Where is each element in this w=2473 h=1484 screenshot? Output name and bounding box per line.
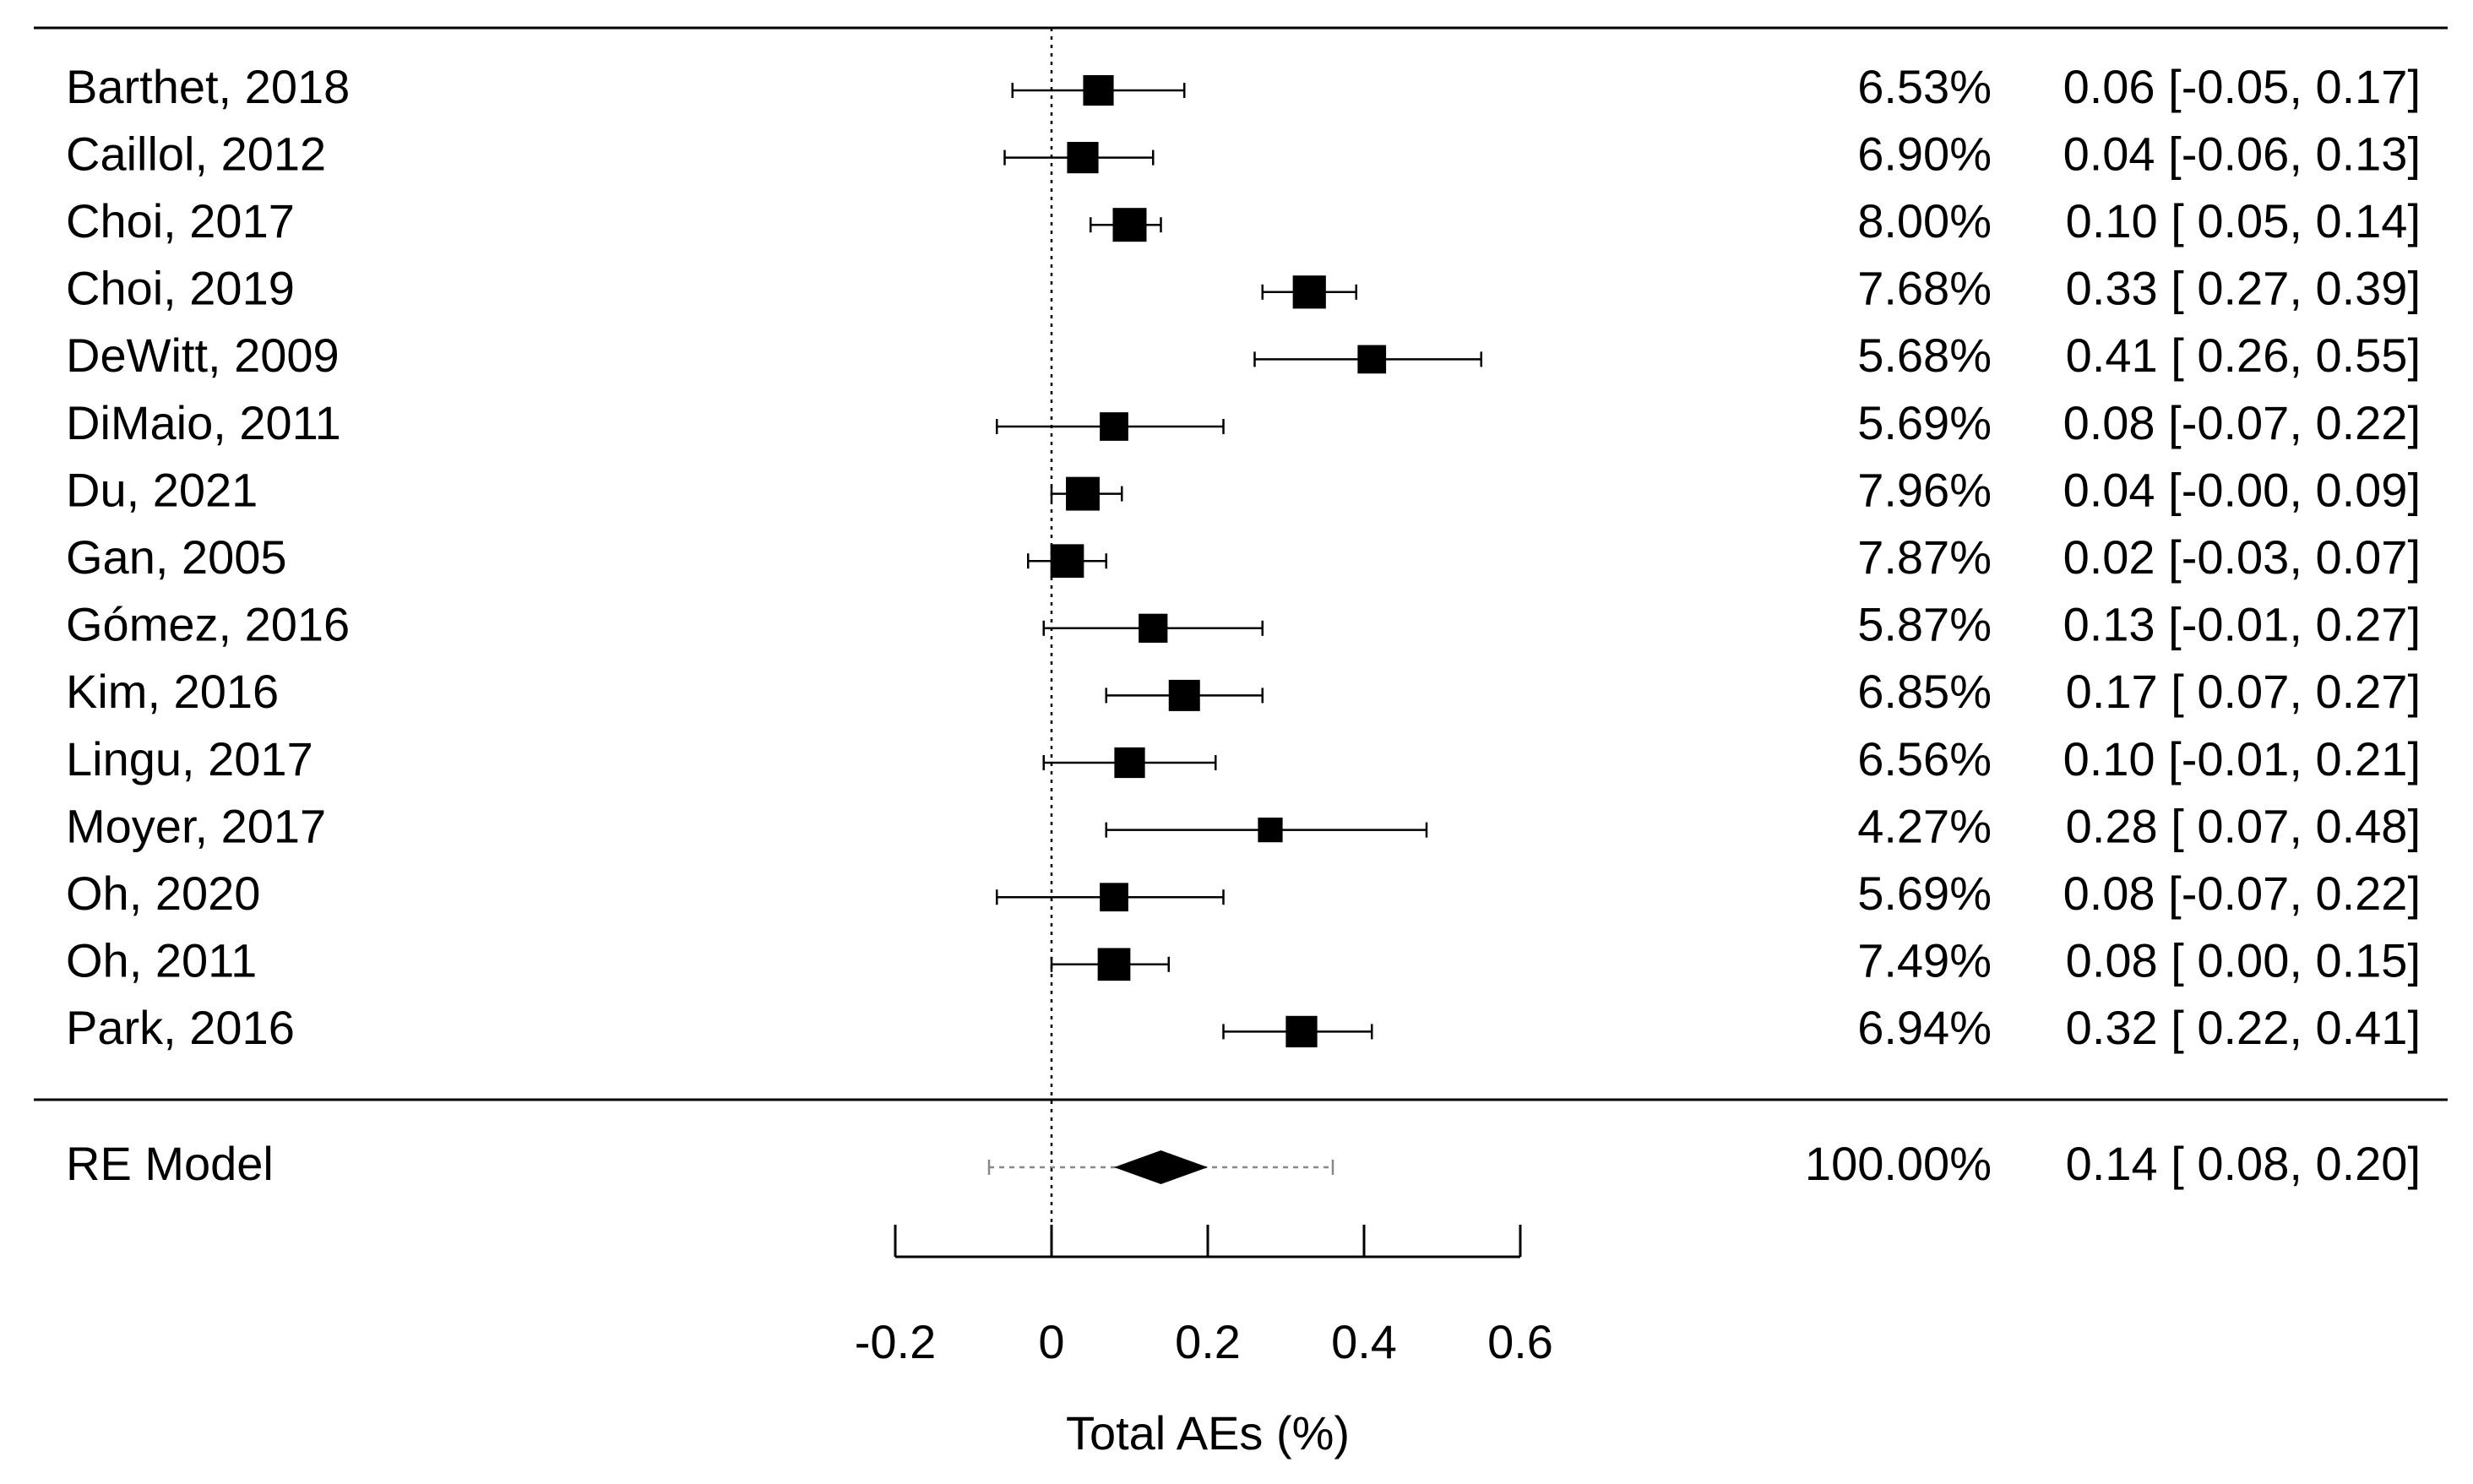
weight-label: 7.49%: [1857, 934, 1992, 987]
point-estimate-marker: [1100, 412, 1128, 441]
study-label: Du, 2021: [66, 463, 258, 516]
weight-label: 4.27%: [1857, 799, 1992, 852]
x-tick-label: 0.2: [1175, 1315, 1241, 1368]
x-tick-label: 0: [1038, 1315, 1064, 1368]
study-label: Park, 2016: [66, 1001, 295, 1054]
x-tick-label: 0.6: [1487, 1315, 1553, 1368]
study-label: Kim, 2016: [66, 665, 279, 718]
point-estimate-marker: [1100, 883, 1128, 912]
weight-label: 6.53%: [1857, 60, 1992, 113]
weight-label: 8.00%: [1857, 194, 1992, 247]
point-estimate-marker: [1066, 476, 1100, 511]
weight-label: 6.94%: [1857, 1001, 1992, 1054]
ci-label: 0.04 [-0.00, 0.09]: [2063, 463, 2421, 516]
point-estimate-marker: [1067, 142, 1099, 174]
point-estimate-marker: [1083, 74, 1114, 106]
weight-label: 7.68%: [1857, 262, 1992, 315]
study-label: Lingu, 2017: [66, 732, 313, 785]
weight-label: 7.96%: [1857, 463, 1992, 516]
weight-label: 6.90%: [1857, 127, 1992, 180]
point-estimate-marker: [1168, 679, 1200, 711]
point-estimate-marker: [1258, 817, 1283, 843]
weight-label: 5.87%: [1857, 598, 1992, 651]
study-label: Moyer, 2017: [66, 799, 326, 852]
point-estimate-marker: [1357, 345, 1387, 374]
ci-label: 0.08 [-0.07, 0.22]: [2063, 867, 2421, 920]
ci-label: 0.13 [-0.01, 0.27]: [2063, 598, 2421, 651]
study-label: Caillol, 2012: [66, 127, 326, 180]
point-estimate-marker: [1050, 544, 1084, 579]
summary-label: RE Model: [66, 1137, 274, 1190]
point-estimate-marker: [1114, 747, 1145, 779]
x-tick-label: -0.2: [855, 1315, 937, 1368]
ci-label: 0.04 [-0.06, 0.13]: [2063, 127, 2421, 180]
point-estimate-marker: [1112, 208, 1147, 242]
weight-label: 5.69%: [1857, 867, 1992, 920]
study-label: Gan, 2005: [66, 530, 287, 584]
study-label: Barthet, 2018: [66, 60, 350, 113]
point-estimate-marker: [1097, 948, 1131, 981]
study-label: Oh, 2011: [66, 934, 257, 987]
ci-label: 0.06 [-0.05, 0.17]: [2063, 60, 2421, 113]
ci-label: 0.33 [ 0.27, 0.39]: [2066, 262, 2421, 315]
ci-label: 0.10 [-0.01, 0.21]: [2063, 732, 2421, 785]
weight-label: 6.85%: [1857, 665, 1992, 718]
x-axis-title: Total AEs (%): [1066, 1406, 1350, 1460]
ci-label: 0.02 [-0.03, 0.07]: [2063, 530, 2421, 584]
ci-label: 0.17 [ 0.07, 0.27]: [2066, 665, 2421, 718]
ci-label: 0.32 [ 0.22, 0.41]: [2066, 1001, 2421, 1054]
weight-label: 5.68%: [1857, 329, 1992, 382]
weight-label: 6.56%: [1857, 732, 1992, 785]
ci-label: 0.08 [-0.07, 0.22]: [2063, 396, 2421, 449]
ci-label: 0.10 [ 0.05, 0.14]: [2066, 194, 2421, 247]
point-estimate-marker: [1292, 275, 1326, 309]
study-label: DeWitt, 2009: [66, 329, 340, 382]
weight-label: 5.69%: [1857, 396, 1992, 449]
ci-label: 0.08 [ 0.00, 0.15]: [2066, 934, 2421, 987]
study-label: DiMaio, 2011: [66, 396, 341, 449]
summary-weight-label: 100.00%: [1805, 1137, 1992, 1190]
point-estimate-marker: [1139, 613, 1168, 643]
ci-label: 0.28 [ 0.07, 0.48]: [2066, 799, 2421, 852]
point-estimate-marker: [1285, 1015, 1318, 1048]
summary-ci-label: 0.14 [ 0.08, 0.20]: [2066, 1137, 2421, 1190]
summary-diamond: [1114, 1150, 1208, 1184]
x-tick-label: 0.4: [1331, 1315, 1397, 1368]
ci-label: 0.41 [ 0.26, 0.55]: [2066, 329, 2421, 382]
study-label: Oh, 2020: [66, 867, 260, 920]
study-label: Choi, 2017: [66, 194, 295, 247]
weight-label: 7.87%: [1857, 530, 1992, 584]
study-label: Choi, 2019: [66, 262, 295, 315]
study-label: Gómez, 2016: [66, 598, 350, 651]
